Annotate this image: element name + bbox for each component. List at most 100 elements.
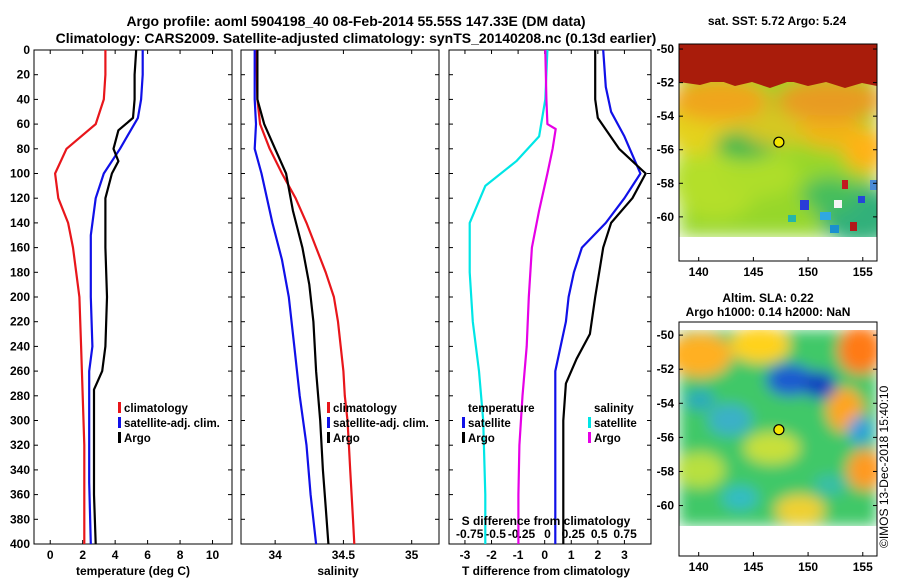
x-tick-label: 34	[268, 548, 282, 562]
legend-label-s-argo: Argo	[594, 433, 621, 445]
title-line-2: Climatology: CARS2009. Satellite-adjuste…	[56, 30, 657, 46]
legend-heading-temperature: temperature	[468, 403, 534, 415]
sla-map-frame	[678, 321, 878, 557]
legend-swatch-argo	[118, 432, 121, 443]
sst-map-ticks: 140 145 150 155 -50 -52 -54 -56 -58 -60	[657, 42, 877, 279]
y-tick-label: 380	[10, 512, 30, 526]
legend-swatch-s-satellite	[588, 417, 591, 428]
temperature-legend: climatology satellite-adj. clim. Argo	[118, 402, 220, 445]
y-tick-label: 300	[10, 414, 30, 428]
salinity-panel: 34 34.5 35 salinity climatology satellite-…	[240, 49, 440, 578]
x-tick-label: 140	[689, 560, 709, 574]
top-tick-label: 0.25	[562, 527, 586, 541]
y-tick-label: 20	[17, 68, 31, 82]
legend-label-argo: Argo	[333, 433, 360, 445]
temperature-panel: 0204060801001201401601802002202402602803…	[10, 43, 233, 578]
x-tick-label: 0	[541, 548, 548, 562]
legend-swatch-satellite	[118, 417, 121, 428]
y-tick-label: 220	[10, 315, 30, 329]
legend-swatch-t-satellite	[462, 417, 465, 428]
legend-heading-salinity: salinity	[594, 403, 634, 415]
x-tick-label: 10	[206, 548, 220, 562]
y-tick-label: 340	[10, 463, 30, 477]
y-tick-label: 120	[10, 191, 30, 205]
x-tick-label: 150	[798, 560, 818, 574]
series-line-satellite-adj-clim-	[253, 50, 318, 545]
sla-map-panel: Altim. SLA: 0.22 Argo h1000: 0.14 h2000:…	[657, 291, 878, 574]
top-tick-label: -0.75	[456, 527, 484, 541]
difference-legend-salinity: salinity satellite Argo	[588, 403, 637, 445]
sst-map-frame	[678, 43, 878, 262]
x-tick-label: -1	[513, 548, 524, 562]
copyright-stamp: ©IMOS 13-Dec-2018 15:40:10	[877, 385, 891, 548]
x-tick-label: 8	[177, 548, 184, 562]
y-tick-label: -52	[657, 76, 675, 90]
argo-float-marker	[773, 136, 785, 148]
legend-label-satellite: satellite-adj. clim.	[124, 418, 220, 430]
salinity-axes-frame	[240, 49, 440, 545]
series-line-s-satellite	[468, 49, 549, 544]
legend-label-t-satellite: satellite	[468, 418, 511, 430]
x-tick-label: 4	[112, 548, 119, 562]
y-tick-label: 400	[10, 537, 30, 551]
legend-swatch-climatology	[327, 402, 330, 413]
legend-label-s-satellite: satellite	[594, 418, 637, 430]
title-line-1: Argo profile: aoml 5904198_40 08-Feb-201…	[126, 13, 585, 29]
difference-axes-frame	[448, 49, 652, 545]
y-tick-label: 360	[10, 488, 30, 502]
top-tick-label: -0.25	[508, 527, 536, 541]
y-tick-label: -58	[657, 464, 675, 478]
x-tick-label: 140	[689, 265, 709, 279]
top-tick-label: 0.5	[591, 527, 608, 541]
salinity-legend: climatology satellite-adj. clim. Argo	[327, 402, 429, 445]
difference-x-label: T difference from climatology	[462, 564, 630, 578]
y-tick-label: 60	[17, 117, 31, 131]
x-tick-label: 2	[594, 548, 601, 562]
legend-swatch-satellite	[327, 417, 330, 428]
series-line-t-argo	[562, 50, 647, 544]
x-tick-label: 0	[47, 548, 54, 562]
y-tick-label: -50	[657, 328, 675, 342]
series-line-argo	[92, 49, 138, 545]
series-line-s-argo	[517, 49, 557, 544]
series-line-climatology	[254, 49, 356, 545]
series-line-t-satellite	[554, 49, 642, 544]
x-tick-label: 145	[743, 265, 763, 279]
x-tick-label: 150	[798, 265, 818, 279]
temperature-axes-frame	[33, 49, 233, 545]
y-tick-label: 200	[10, 290, 30, 304]
legend-label-argo: Argo	[124, 433, 151, 445]
y-tick-label: 160	[10, 241, 30, 255]
y-tick-label: 180	[10, 265, 30, 279]
legend-swatch-climatology	[118, 402, 121, 413]
y-tick-label: 140	[10, 216, 30, 230]
sla-map-title-line-1: Altim. SLA: 0.22	[722, 291, 814, 305]
y-tick-label: -54	[657, 396, 675, 410]
series-line-satellite-adj-clim-	[88, 50, 144, 545]
y-tick-label: -60	[657, 210, 675, 224]
temperature-x-label: temperature (deg C)	[76, 564, 190, 578]
y-tick-label: 0	[23, 43, 30, 57]
y-tick-label: -56	[657, 143, 675, 157]
top-tick-label: -0.5	[485, 527, 506, 541]
difference-top-axis-label: S difference from climatology	[462, 514, 631, 528]
legend-swatch-argo	[327, 432, 330, 443]
sla-map-ticks: 140 145 150 155 -50 -52 -54 -56 -58 -60	[657, 328, 877, 574]
salinity-ticks: 34 34.5 35	[241, 49, 439, 562]
legend-swatch-t-argo	[462, 432, 465, 443]
difference-panel: -3 -2 -1 0 1 2 3 -0.75 -0.5 -0.25 0 0.25 0.5 0.75 S d…	[448, 49, 652, 578]
y-tick-label: -60	[657, 499, 675, 513]
x-tick-label: -3	[460, 548, 471, 562]
x-tick-label: -2	[486, 548, 497, 562]
difference-series	[468, 49, 647, 544]
difference-legend-temperature: temperature satellite Argo	[462, 403, 534, 445]
y-tick-label: -58	[657, 176, 675, 190]
series-line-climatology	[54, 50, 107, 544]
top-tick-label: 0.75	[613, 527, 637, 541]
y-tick-label: 240	[10, 339, 30, 353]
x-tick-label: 2	[79, 548, 86, 562]
x-tick-label: 3	[621, 548, 628, 562]
temperature-series	[54, 49, 144, 545]
y-tick-label: 320	[10, 438, 30, 452]
x-tick-label: 145	[743, 560, 763, 574]
